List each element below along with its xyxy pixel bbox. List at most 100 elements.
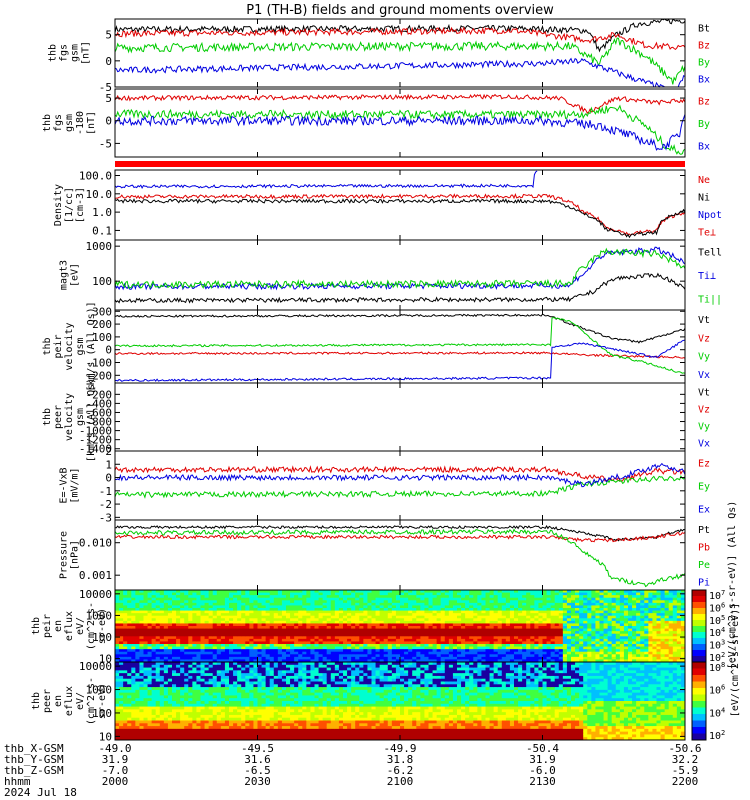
heatmap-cell — [375, 613, 381, 617]
heatmap-cell — [155, 620, 161, 624]
heatmap-cell — [676, 631, 682, 635]
heatmap-cell — [351, 651, 356, 655]
heatmap-cell — [172, 649, 177, 653]
heatmap-cell — [534, 651, 539, 655]
heatmap-cell — [269, 654, 275, 658]
heatmap-cell — [249, 644, 254, 647]
heatmap-cell — [131, 590, 136, 593]
heatmap-cell — [526, 620, 531, 624]
heatmap-cell — [395, 641, 401, 645]
heatmap-cell — [676, 628, 682, 632]
heatmap-cell — [420, 638, 425, 642]
heatmap-cell — [314, 613, 319, 617]
heatmap-cell — [302, 602, 307, 606]
heatmap-cell — [477, 620, 482, 624]
heatmap-cell — [184, 670, 189, 674]
heatmap-cell — [127, 689, 132, 694]
heatmap-cell — [294, 605, 299, 609]
heatmap-cell — [664, 595, 670, 599]
heatmap-cell — [412, 592, 417, 596]
heatmap-cell — [224, 600, 230, 604]
heatmap-cell — [155, 590, 161, 593]
heatmap-cell — [676, 636, 682, 640]
heatmap-cell — [583, 633, 588, 637]
heatmap-cell — [526, 613, 531, 617]
heatmap-cell — [196, 687, 201, 691]
heatmap-cell — [534, 600, 539, 604]
heatmap-cell — [123, 651, 128, 655]
heatmap-cell — [143, 706, 148, 710]
heatmap-cell — [277, 595, 283, 599]
heatmap-cell — [119, 670, 124, 674]
heatmap-cell — [375, 602, 381, 606]
heatmap-cell — [131, 641, 136, 645]
heatmap-cell — [176, 703, 181, 707]
heatmap-cell — [322, 633, 328, 637]
heatmap-cell — [509, 638, 515, 642]
heatmap-cell — [648, 644, 653, 647]
heatmap-cell — [163, 664, 169, 668]
heatmap-cell — [269, 608, 275, 611]
heatmap-cell — [265, 656, 271, 660]
heatmap-cell — [155, 646, 161, 650]
heatmap-cell — [180, 595, 185, 599]
heatmap-cell — [176, 709, 181, 713]
heatmap-cell — [192, 600, 197, 604]
heatmap-cell — [180, 597, 185, 601]
heatmap-cell — [176, 605, 181, 609]
heatmap-cell — [347, 649, 352, 653]
heatmap-cell — [371, 644, 376, 647]
heatmap-cell — [139, 681, 144, 685]
heatmap-cell — [444, 620, 450, 624]
heatmap-cell — [379, 656, 385, 660]
heatmap-cell — [322, 608, 328, 611]
heatmap-cell — [131, 644, 136, 647]
heatmap-cell — [436, 628, 442, 632]
heatmap-cell — [334, 620, 340, 624]
heatmap-cell — [575, 646, 580, 650]
heatmap-cell — [428, 623, 433, 627]
heatmap-cell — [306, 600, 311, 604]
series-line-By — [114, 104, 686, 155]
heatmap-cell — [135, 654, 140, 658]
heatmap-cell — [200, 681, 205, 685]
heatmap-cell — [542, 659, 547, 663]
heatmap-cell — [127, 615, 132, 619]
heatmap-cell — [147, 620, 153, 624]
heatmap-cell — [224, 626, 230, 629]
heatmap-cell — [314, 620, 319, 624]
heatmap-cell — [281, 618, 287, 622]
heatmap-cell — [566, 641, 572, 645]
heatmap-cell — [180, 644, 185, 647]
heatmap-cell — [147, 723, 153, 727]
heatmap-cell — [204, 626, 210, 629]
heatmap-cell — [167, 613, 173, 617]
heatmap-cell — [151, 615, 157, 619]
heatmap-cell — [204, 654, 210, 658]
heatmap-cell — [404, 638, 409, 642]
heatmap-cell — [652, 636, 657, 640]
heatmap-cell — [514, 620, 519, 624]
heatmap-cell — [416, 605, 421, 609]
heatmap-cell — [542, 595, 547, 599]
heatmap-cell — [135, 600, 140, 604]
y-axis-label: gsm — [75, 408, 86, 426]
heatmap-cell — [306, 633, 311, 637]
heatmap-cell — [469, 610, 474, 614]
heatmap-cell — [180, 590, 185, 593]
heatmap-cell — [583, 649, 588, 653]
heatmap-cell — [208, 706, 214, 710]
heatmap-cell — [591, 615, 596, 619]
heatmap-cell — [436, 600, 442, 604]
heatmap-cell — [619, 626, 625, 629]
heatmap-cell — [668, 651, 674, 655]
series-line-Ni — [114, 198, 686, 239]
heatmap-cell — [314, 597, 319, 601]
heatmap-cell — [375, 651, 381, 655]
y-tick-label: 0.001 — [79, 569, 112, 582]
heatmap-cell — [465, 613, 470, 617]
heatmap-cell — [644, 618, 649, 622]
heatmap-cell — [159, 600, 165, 604]
heatmap-cell — [583, 618, 588, 622]
